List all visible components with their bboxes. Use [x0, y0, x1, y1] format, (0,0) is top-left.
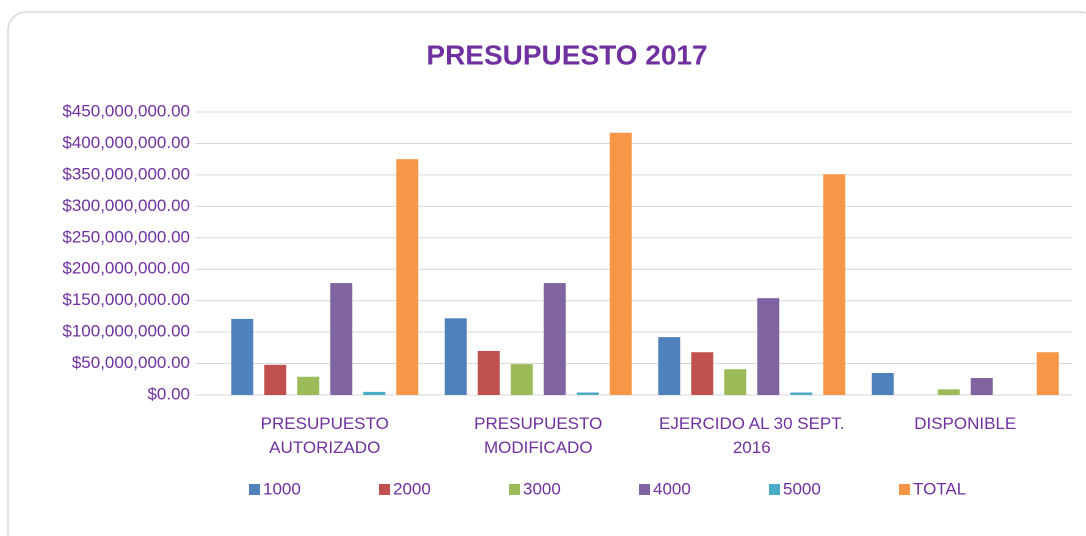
bar	[937, 389, 960, 395]
bar	[576, 392, 599, 395]
x-tick-label: PRESUPUESTO AUTORIZADO	[260, 414, 389, 457]
y-tick-label: $200,000,000.00	[62, 259, 190, 278]
bar	[970, 378, 993, 395]
legend-label: 3000	[523, 479, 561, 498]
bar	[264, 364, 287, 395]
y-tick-label: $150,000,000.00	[62, 290, 190, 309]
legend-label: 5000	[783, 479, 821, 498]
bar	[363, 391, 386, 395]
chart-title: PRESUPUESTO 2017	[426, 39, 707, 70]
y-tick-label: $300,000,000.00	[62, 196, 190, 215]
legend-label: TOTAL	[913, 479, 966, 498]
y-tick-label: $100,000,000.00	[62, 322, 190, 341]
bar	[543, 283, 566, 395]
bar	[823, 174, 846, 395]
legend-label: 4000	[653, 479, 691, 498]
legend-swatch	[509, 484, 520, 495]
bar	[691, 352, 714, 395]
x-tick-label: PRESUPUESTO MODIFICADO	[474, 414, 603, 457]
legend-swatch	[769, 484, 780, 495]
x-tick-label: EJERCIDO AL 30 SEPT. 2016	[659, 414, 845, 457]
legend-swatch	[639, 484, 650, 495]
x-tick-label: DISPONIBLE	[914, 414, 1017, 433]
legend-label: 1000	[263, 479, 301, 498]
y-tick-label: $400,000,000.00	[62, 133, 190, 152]
legend-swatch	[379, 484, 390, 495]
bar	[444, 318, 467, 395]
bar	[724, 369, 747, 395]
legend-swatch	[899, 484, 910, 495]
bar	[297, 376, 320, 395]
bar	[658, 337, 681, 395]
bar	[609, 132, 632, 395]
y-tick-label: $450,000,000.00	[62, 101, 190, 120]
legend-swatch	[249, 484, 260, 495]
bar	[330, 283, 353, 395]
bar	[510, 364, 533, 395]
bar	[871, 372, 894, 395]
y-tick-label: $0.00	[147, 384, 190, 403]
bar	[231, 318, 254, 395]
y-tick-label: $350,000,000.00	[62, 164, 190, 183]
bar	[1036, 352, 1059, 395]
y-tick-label: $50,000,000.00	[72, 353, 190, 372]
bar	[396, 159, 419, 395]
bar	[790, 392, 813, 395]
y-tick-label: $250,000,000.00	[62, 227, 190, 246]
bar	[757, 298, 780, 395]
legend-label: 2000	[393, 479, 431, 498]
bar	[477, 350, 500, 395]
